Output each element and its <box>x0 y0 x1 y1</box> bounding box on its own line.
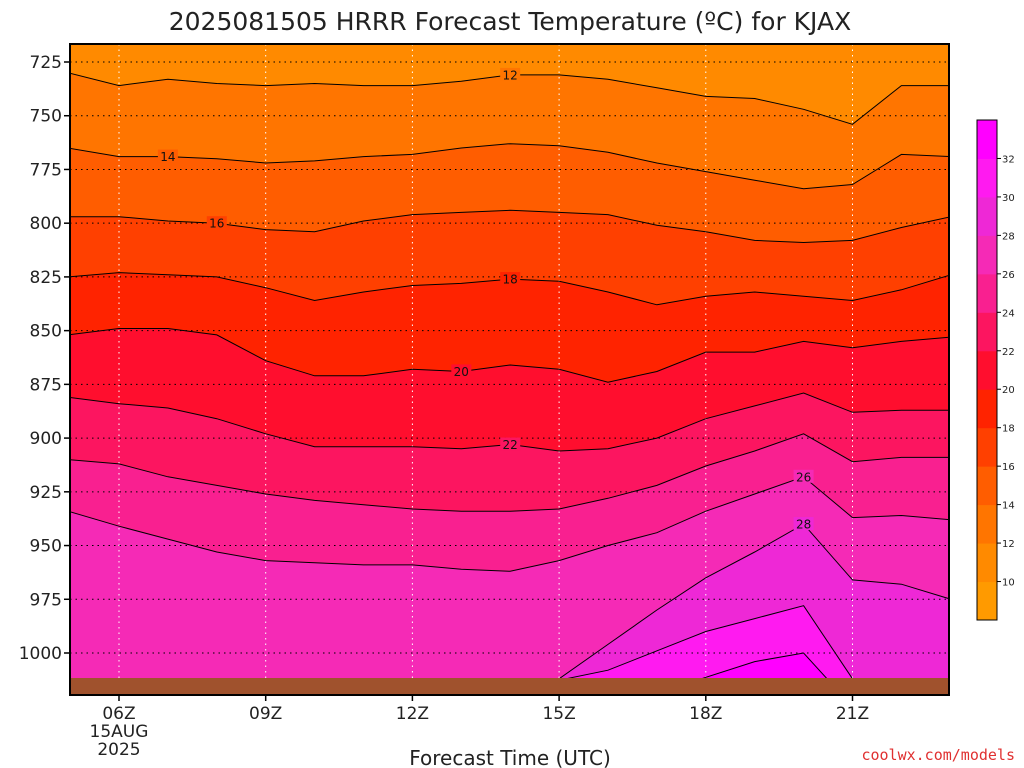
legend-label: 22 <box>1002 347 1015 358</box>
legend-label: 30 <box>1002 193 1015 204</box>
legend-label: 20 <box>1002 385 1015 396</box>
legend-swatch <box>977 466 997 506</box>
x-tick-label: 12Z <box>396 704 429 724</box>
isotherm-24 <box>70 433 949 512</box>
y-axis-ticks: 725 750 775 800 825 850 875 900 925 950 975 1000 <box>19 53 70 664</box>
legend-swatch <box>977 427 997 467</box>
legend-label: 12 <box>1002 539 1015 550</box>
y-tick-label: 900 <box>30 429 62 449</box>
plot-area: 12 14 16 18 20 22 26 28 <box>70 44 949 695</box>
contour-label-bg <box>157 149 178 163</box>
contour-label-26: 26 <box>796 470 811 484</box>
x-tick-label: 09Z <box>249 704 282 724</box>
contour-label-bg <box>793 469 814 483</box>
contour-label-bg <box>451 364 472 378</box>
y-tick-label: 1000 <box>19 644 62 664</box>
x-axis-label: Forecast Time (UTC) <box>409 746 611 768</box>
legend-label: 24 <box>1002 308 1015 319</box>
contour-labels: 12 14 16 18 20 22 26 28 <box>157 67 814 532</box>
legend-swatch <box>977 273 997 313</box>
x-tick-label: 06Z <box>102 704 135 724</box>
contour-label-bg <box>500 437 521 451</box>
legend-swatch <box>977 504 997 544</box>
legend-swatch <box>977 235 997 275</box>
isotherm-32 <box>681 652 834 686</box>
x-tick-sublabel: 15AUG <box>90 722 149 742</box>
legend-swatch <box>977 389 997 429</box>
contour-label-14: 14 <box>160 150 175 164</box>
legend-swatch <box>977 120 997 159</box>
y-tick-label: 950 <box>30 537 62 557</box>
plot-frame <box>69 43 950 696</box>
legend-swatch <box>977 312 997 352</box>
contour-label-22: 22 <box>503 438 518 452</box>
contour-label-20: 20 <box>454 365 469 379</box>
y-tick-label: 975 <box>30 590 62 610</box>
contour-label-12: 12 <box>503 68 518 82</box>
isotherm-20 <box>70 328 949 383</box>
x-tick-label: 21Z <box>836 704 869 724</box>
chart-title: 2025081505 HRRR Forecast Temperature (ºC… <box>169 7 851 36</box>
legend-label: 14 <box>1002 501 1015 512</box>
isotherm-14 <box>70 143 949 190</box>
legend-swatch <box>977 543 997 583</box>
y-tick-label: 875 <box>30 375 62 395</box>
legend-swatch <box>977 350 997 390</box>
temperature-fill-bands <box>70 44 949 695</box>
contour-label-28: 28 <box>796 518 811 532</box>
color-scale-legend: 10 12 14 16 18 20 22 24 26 28 30 32 <box>976 119 1015 621</box>
legend-label: 18 <box>1002 424 1015 435</box>
legend-frame <box>976 119 998 621</box>
contour-label-bg <box>500 67 521 81</box>
ground-surface <box>70 678 949 695</box>
y-tick-label: 725 <box>30 53 62 73</box>
legend-label: 10 <box>1002 578 1015 589</box>
y-tick-label: 850 <box>30 322 62 342</box>
y-tick-label: 925 <box>30 483 62 503</box>
legend-swatch <box>977 158 997 198</box>
band-core-32 <box>681 653 833 686</box>
legend-swatch <box>977 196 997 236</box>
contour-label-bg <box>793 517 814 531</box>
y-tick-label: 800 <box>30 214 62 234</box>
site-credit: coolwx.com/models <box>861 746 1015 764</box>
contour-label-16: 16 <box>209 217 224 231</box>
legend-swatch <box>977 581 997 621</box>
legend-label: 32 <box>1002 154 1015 165</box>
legend-label: 26 <box>1002 270 1015 281</box>
x-tick-label: 18Z <box>689 704 722 724</box>
legend-label: 16 <box>1002 462 1015 473</box>
contour-label-bg <box>206 216 227 230</box>
x-tick-sublabel: 2025 <box>97 740 140 760</box>
contour-label-18: 18 <box>503 273 518 287</box>
y-tick-label: 750 <box>30 107 62 127</box>
legend-label: 28 <box>1002 231 1015 242</box>
x-tick-label: 15Z <box>542 704 575 724</box>
contour-label-bg <box>500 272 521 286</box>
y-tick-label: 775 <box>30 160 62 180</box>
y-tick-label: 825 <box>30 268 62 288</box>
